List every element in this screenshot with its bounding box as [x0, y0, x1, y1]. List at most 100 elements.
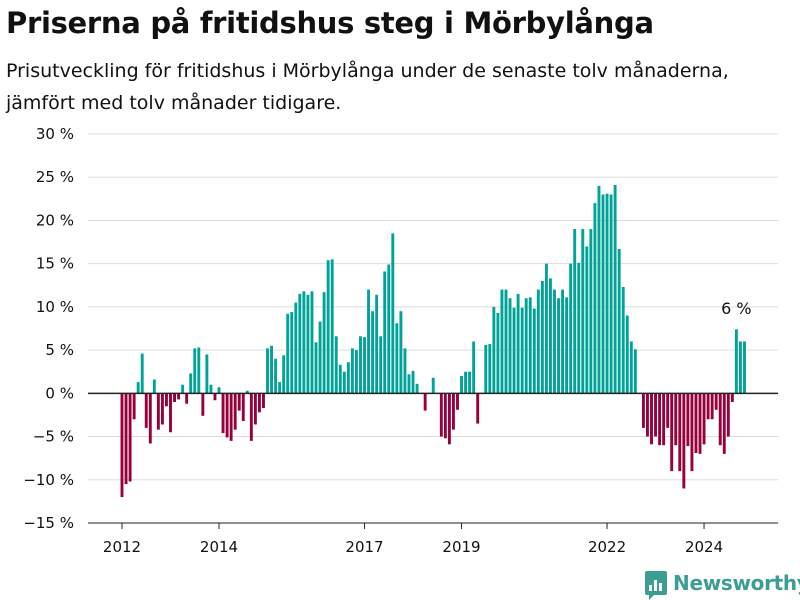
bar	[613, 185, 617, 394]
bar	[371, 311, 375, 394]
x-tick-label: 2022	[588, 538, 626, 556]
bar	[512, 307, 516, 394]
bar	[528, 297, 532, 394]
bar	[245, 390, 249, 394]
bar	[391, 233, 395, 394]
bar	[544, 263, 548, 394]
bar	[593, 203, 597, 394]
gridlines	[88, 133, 778, 524]
bar	[286, 313, 290, 394]
bar	[266, 348, 269, 394]
y-tick-label: 30 %	[36, 125, 74, 143]
bar	[387, 264, 391, 394]
bar	[629, 341, 633, 394]
bar	[641, 393, 645, 428]
bar	[488, 344, 492, 394]
chart-title: Priserna på fritidshus steg i Mörbylånga	[6, 6, 654, 40]
newsworthy-logo: Newsworthy	[645, 568, 800, 600]
bar	[197, 347, 201, 394]
bar	[302, 291, 306, 394]
bar	[169, 393, 172, 433]
bar	[654, 393, 657, 437]
bar	[702, 393, 706, 445]
bar	[257, 393, 261, 413]
bar	[726, 393, 730, 437]
bar	[318, 321, 322, 394]
bar	[306, 294, 310, 394]
bar	[561, 289, 565, 394]
bar	[229, 393, 233, 441]
bar	[359, 336, 362, 394]
bar	[549, 278, 552, 394]
brand-name: Newsworthy	[673, 571, 800, 595]
bar	[468, 371, 472, 394]
bar	[557, 298, 560, 394]
bar	[690, 393, 694, 472]
bar	[532, 308, 536, 394]
bar	[156, 393, 160, 430]
bar	[504, 289, 508, 394]
bar	[221, 393, 225, 434]
bar	[718, 393, 722, 446]
x-tick-label: 2014	[200, 538, 238, 556]
bar	[136, 382, 140, 394]
bar	[189, 373, 193, 394]
bar	[217, 387, 221, 394]
bar	[338, 364, 342, 394]
y-tick-label: 25 %	[36, 168, 74, 186]
bar	[464, 371, 468, 394]
bar	[326, 260, 330, 394]
bar	[516, 293, 520, 394]
y-tick-label: −10 %	[23, 471, 74, 489]
bar	[738, 341, 742, 394]
bar	[585, 246, 589, 394]
bar	[152, 379, 156, 394]
x-tick-label: 2019	[442, 538, 480, 556]
bar	[540, 280, 544, 394]
bar	[577, 262, 581, 394]
x-axis: 2012 2014 2017 2019 2022 2024	[88, 392, 778, 556]
bar	[132, 393, 136, 420]
bar	[710, 393, 714, 420]
bar	[662, 393, 666, 446]
bar	[407, 374, 411, 394]
bar	[140, 353, 144, 394]
bar	[193, 348, 197, 394]
bar	[605, 193, 609, 394]
bar	[177, 393, 181, 400]
bar	[403, 348, 407, 394]
bar	[536, 289, 540, 394]
bar	[185, 393, 189, 404]
bar	[213, 393, 217, 401]
bar	[350, 348, 354, 394]
bar	[743, 341, 746, 394]
bar	[443, 393, 447, 439]
bar	[456, 393, 459, 410]
bar	[330, 259, 334, 394]
bar	[431, 377, 435, 394]
bar	[601, 194, 605, 394]
bar	[237, 393, 241, 411]
chart-subtitle: Prisutveckling för fritidshus i Mörbylån…	[6, 60, 729, 114]
bar	[270, 345, 273, 394]
bar	[646, 393, 649, 437]
bar	[476, 393, 480, 424]
bar	[670, 393, 674, 472]
bar	[484, 344, 488, 394]
bar	[589, 229, 593, 394]
x-tick-label: 2024	[685, 538, 723, 556]
bars	[120, 185, 746, 498]
bar	[173, 393, 176, 402]
bar	[209, 384, 213, 394]
bar	[290, 312, 294, 394]
newsworthy-chart-icon	[645, 571, 667, 600]
bar	[625, 315, 629, 394]
bar	[278, 382, 282, 394]
bar	[674, 393, 678, 446]
bar	[274, 358, 278, 394]
bar	[666, 393, 670, 428]
bar	[722, 393, 726, 454]
bar	[472, 341, 476, 394]
bar	[399, 311, 403, 394]
